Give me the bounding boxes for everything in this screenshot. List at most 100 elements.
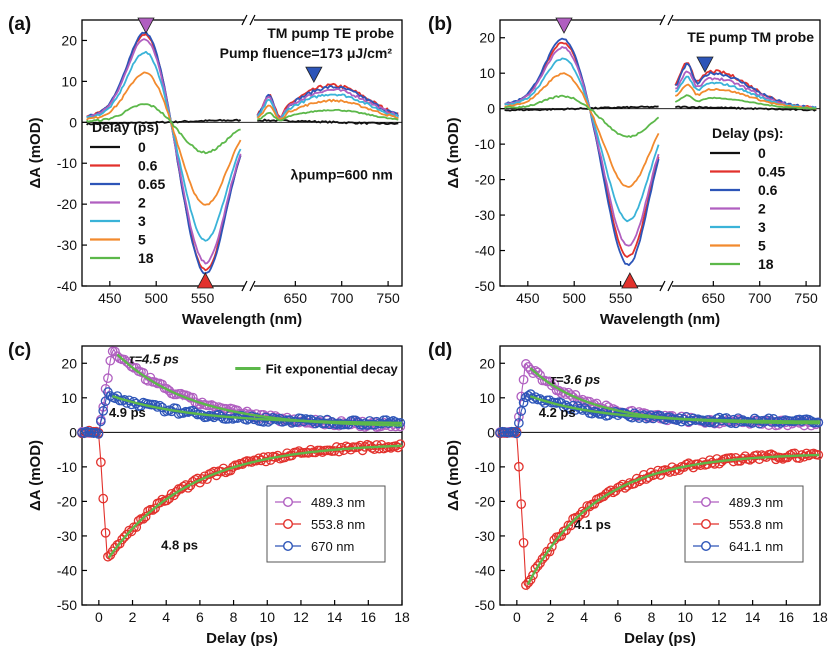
peak-marker [305,66,323,83]
x-tick-label: 500 [145,290,169,306]
legend-label: 2 [758,201,766,217]
x-axis-title: Delay (ps) [206,630,278,647]
panel-label: (c) [8,340,31,361]
peak-marker [137,17,155,34]
series-line-0 [674,105,817,112]
legend-label: 18 [138,250,154,266]
axis-break-mark [249,14,256,26]
series-line-18 [86,103,241,155]
x-tick-label: 18 [812,609,828,625]
data-point-553.8 nm [537,554,548,564]
lifetime-annotation: 4.1 ps [574,517,611,532]
legend-swatch-marker [283,519,294,530]
data-point-553.8 nm [516,499,527,509]
y-axis-title: ΔA (mOD) [27,117,44,188]
y-tick-label: -40 [57,278,77,294]
annotation-text: TM pump TE probe [267,25,394,41]
data-point-553.8 nm [709,459,720,469]
series-line-5 [504,72,660,188]
axis-break-mark [667,280,674,292]
series-line-18 [504,94,660,138]
data-point-670 nm [154,400,165,411]
panel-label: (a) [8,14,31,35]
legend-label: 553.8 nm [729,517,783,532]
data-point-553.8 nm [355,440,366,451]
data-point-641.1 nm [514,418,524,428]
x-tick-label: 8 [230,609,238,625]
x-tick-label: 16 [779,609,795,625]
panel-label: (d) [428,340,452,361]
data-point-489.3 nm [518,374,529,385]
panel-1: 450 500 550 650 700 750-50-40-30-20-1001020De… [428,14,821,328]
legend-label: 0.6 [138,158,158,174]
axis-break-gap [661,14,672,26]
series-line-0.6 [504,37,660,267]
x-tick-label: 18 [394,609,410,625]
x-tick-label: 700 [748,290,772,306]
data-point-553.8 nm [523,577,534,588]
data-point-553.8 nm [261,456,271,467]
data-point-553.8 nm [518,537,529,548]
x-tick-label: 2 [129,609,137,625]
x-tick-label: 450 [98,290,122,306]
legend-label: 0 [138,139,146,155]
x-tick-label: 10 [259,609,275,625]
x-tick-label: 6 [196,609,204,625]
lifetime-annotation: 4.2 ps [539,405,576,420]
x-tick-label: 8 [648,609,656,625]
data-point-553.8 nm [305,444,316,455]
data-point-489.3 nm [105,355,116,366]
axis-break-gap [661,280,672,292]
data-point-553.8 nm [712,454,722,464]
data-point-641.1 nm [587,408,597,419]
data-point-489.3 nm [521,359,531,369]
data-point-489.3 nm [523,362,534,372]
data-point-553.8 nm [528,570,538,581]
data-point-641.1 nm [516,406,527,416]
data-point-553.8 nm [584,501,595,512]
data-point-670 nm [202,412,212,422]
data-point-489.3 nm [565,390,576,400]
peak-marker [696,56,714,73]
legend-label: 3 [758,219,766,235]
y-tick-label: -30 [57,528,77,544]
panel-0: 450 500 550 650 700 750-40-30-20-1001020Delay… [8,14,403,328]
data-point-553.8 nm [294,446,304,456]
data-point-553.8 nm [171,486,182,497]
series-line-0.6 [86,33,242,272]
data-point-553.8 nm [96,457,106,468]
lifetime-annotation: τ=3.6 ps [551,372,601,387]
annotation-text: Pump fluence=173 μJ/cm² [220,45,393,61]
series-line-5 [256,98,399,121]
y-axis-title: ΔA (mOD) [445,117,462,188]
series-line-2 [256,88,399,121]
legend-label: 0 [758,145,766,161]
data-point-553.8 nm [154,497,165,508]
data-point-489.3 nm [103,373,113,383]
data-point-553.8 nm [103,551,113,562]
axis-break-gap [243,280,254,292]
axis-break-mark [659,280,666,292]
legend-label: 5 [758,238,766,254]
fit-curve-553.8 nm [107,444,402,559]
y-tick-label: -50 [57,597,77,613]
legend-label: 670 nm [311,539,354,554]
plot-frame [499,345,821,606]
annotation-text: λpump=600 nm [291,167,393,183]
x-tick-label: 12 [711,609,727,625]
y-tick-label: 20 [61,355,77,371]
x-tick-label: 4 [580,609,588,625]
data-point-553.8 nm [119,532,130,542]
data-point-641.1 nm [660,414,670,425]
data-point-553.8 nm [730,453,741,463]
series-line-18 [674,94,817,110]
y-tick-label: 20 [479,355,495,371]
data-point-553.8 nm [133,516,144,526]
lifetime-annotation: 4.8 ps [161,538,198,553]
series-line-3 [674,75,817,110]
series-line-5 [86,71,242,206]
data-point-489.3 nm [535,370,545,380]
data-point-670 nm [324,419,335,430]
data-point-670 nm [126,399,137,410]
